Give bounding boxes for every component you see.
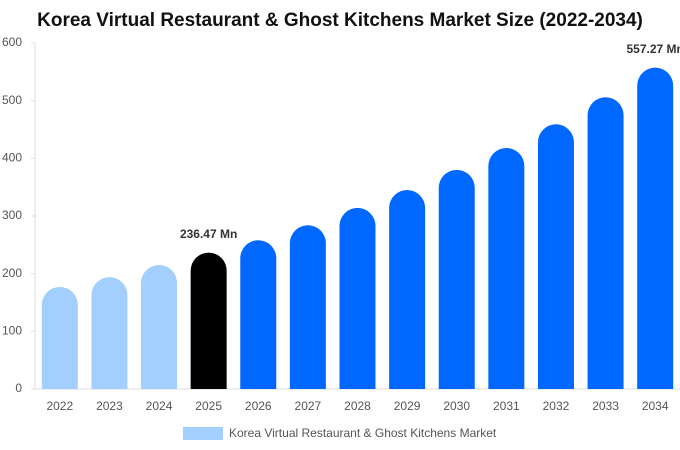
x-tick-label: 2031 <box>493 399 520 413</box>
y-tick-label: 500 <box>2 93 22 107</box>
bar <box>438 169 475 389</box>
value-label: 236.47 Mn <box>180 227 237 241</box>
x-tick-label: 2030 <box>443 399 470 413</box>
bar <box>289 225 326 389</box>
x-tick-label: 2033 <box>592 399 619 413</box>
bar <box>389 190 426 389</box>
x-tick-label: 2027 <box>295 399 322 413</box>
x-tick-label: 2022 <box>46 399 73 413</box>
bar <box>587 97 624 389</box>
value-label: 557.27 Mn <box>627 42 680 56</box>
bar <box>141 265 178 389</box>
y-tick-label: 200 <box>2 266 22 280</box>
x-tick-label: 2032 <box>543 399 570 413</box>
x-tick-label: 2024 <box>146 399 173 413</box>
bar <box>339 207 376 389</box>
legend-label: Korea Virtual Restaurant & Ghost Kitchen… <box>229 426 497 440</box>
x-tick-label: 2023 <box>96 399 123 413</box>
chart-title: Korea Virtual Restaurant & Ghost Kitchen… <box>37 10 643 31</box>
bar <box>91 277 128 389</box>
x-tick-label: 2025 <box>195 399 222 413</box>
bar <box>190 252 227 389</box>
y-tick-label: 400 <box>2 151 22 165</box>
bar <box>240 240 277 389</box>
x-tick-label: 2034 <box>642 399 669 413</box>
bar <box>637 67 674 390</box>
y-tick-label: 0 <box>15 381 22 395</box>
bar <box>41 286 78 389</box>
x-tick-label: 2026 <box>245 399 272 413</box>
y-tick-label: 600 <box>2 35 22 49</box>
bar <box>488 147 525 389</box>
x-tick-label: 2028 <box>344 399 371 413</box>
y-tick-label: 300 <box>2 208 22 222</box>
y-tick-label: 100 <box>2 324 22 338</box>
x-tick-label: 2029 <box>394 399 421 413</box>
bar <box>537 124 574 390</box>
legend-swatch <box>183 427 223 440</box>
